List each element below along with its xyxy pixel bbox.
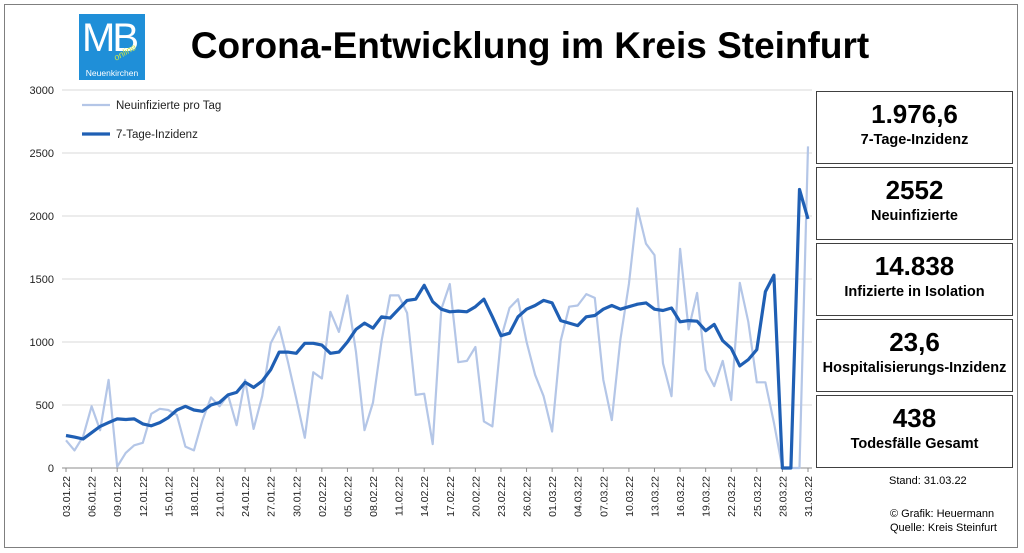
logo-town-text: Neuenkirchen — [85, 68, 139, 78]
stat-value: 2552 — [885, 175, 944, 205]
chart-title: Corona-Entwicklung im Kreis Steinfurt — [190, 25, 870, 66]
x-tick-label: 06.01.22 — [87, 476, 99, 517]
stat-box-new-infections: 2552 Neuinfizierte — [816, 167, 1013, 240]
x-tick-label: 31.03.22 — [803, 476, 815, 517]
y-tick-label: 1500 — [30, 274, 54, 286]
x-tick-label: 08.02.22 — [368, 476, 380, 517]
stat-label: Hospitalisierungs-Inzidenz — [822, 360, 1007, 376]
x-tick-label: 16.03.22 — [675, 476, 687, 517]
x-tick-label: 02.02.22 — [317, 476, 329, 517]
stat-value: 23,6 — [889, 327, 940, 357]
series-line-7day-incidence — [65, 187, 810, 470]
x-tick-label: 24.01.22 — [240, 476, 252, 517]
x-tick-label: 11.02.22 — [394, 476, 406, 516]
stat-label: Neuinfizierte — [870, 208, 958, 224]
x-tick-label: 23.02.22 — [496, 476, 508, 517]
stat-value: 1.976,6 — [871, 99, 958, 129]
x-tick-label: 28.03.22 — [777, 476, 789, 517]
grid — [62, 89, 812, 469]
stat-label: Infizierte in Isolation — [844, 284, 985, 300]
x-tick-label: 17.02.22 — [445, 476, 457, 517]
legend-label-incidence: 7-Tage-Inzidenz — [116, 129, 198, 141]
y-tick-label: 1000 — [30, 337, 54, 349]
x-tick-label: 01.03.22 — [547, 476, 559, 517]
stat-label: Todesfälle Gesamt — [850, 436, 979, 452]
chart-frame — [4, 4, 1018, 548]
x-tick-label: 13.03.22 — [649, 476, 661, 517]
graphic-credit: © Grafik: Heuermann — [890, 508, 995, 520]
x-tick-label: 10.03.22 — [624, 476, 636, 517]
x-tick-label: 21.01.22 — [215, 476, 227, 517]
x-tick-label: 14.02.22 — [419, 476, 431, 517]
legend-label-daily: Neuinfizierte pro Tag — [116, 100, 221, 112]
y-axis: 0 500 1000 1500 2000 2500 3000 — [30, 85, 54, 475]
y-tick-label: 2000 — [30, 211, 54, 223]
stat-box-isolation: 14.838 Infizierte in Isolation — [816, 243, 1013, 316]
x-tick-label: 26.02.22 — [522, 476, 534, 517]
x-tick-label: 22.03.22 — [726, 476, 738, 517]
x-tick-label: 09.01.22 — [112, 476, 124, 517]
stat-box-deaths: 438 Todesfälle Gesamt — [816, 395, 1013, 468]
y-tick-label: 0 — [48, 463, 54, 475]
logo: MB online Neuenkirchen — [79, 14, 145, 80]
stat-box-hospitalisation: 23,6 Hospitalisierungs-Inzidenz — [816, 319, 1013, 392]
x-tick-label: 30.01.22 — [291, 476, 303, 517]
y-tick-label: 500 — [36, 400, 54, 412]
data-source: Quelle: Kreis Steinfurt — [890, 522, 997, 534]
logo-text: MB — [82, 16, 139, 60]
stat-box-incidence: 1.976,6 7-Tage-Inzidenz — [816, 91, 1013, 164]
x-tick-label: 25.03.22 — [752, 476, 764, 517]
series-lines — [65, 146, 810, 470]
x-tick-label: 18.01.22 — [189, 476, 201, 517]
y-tick-label: 3000 — [30, 85, 54, 97]
x-tick-label: 07.03.22 — [598, 476, 610, 517]
y-tick-label: 2500 — [30, 148, 54, 160]
x-tick-label: 12.01.22 — [138, 476, 150, 517]
stat-value: 14.838 — [874, 251, 955, 281]
x-axis: 03.01.22 06.01.22 09.01.22 12.01.22 15.01.22… — [61, 468, 815, 517]
stat-value: 438 — [892, 403, 937, 433]
x-tick-label: 15.01.22 — [163, 476, 175, 517]
x-tick-label: 20.02.22 — [470, 476, 482, 517]
stat-label: 7-Tage-Inzidenz — [860, 132, 969, 148]
x-tick-label: 27.01.22 — [266, 476, 278, 517]
x-tick-label: 05.02.22 — [342, 476, 354, 517]
x-tick-label: 19.03.22 — [701, 476, 713, 517]
series-line-daily-new — [65, 146, 810, 470]
legend: Neuinfizierte pro Tag 7-Tage-Inzidenz — [82, 100, 221, 141]
stand-date: Stand: 31.03.22 — [889, 475, 967, 487]
x-tick-label: 03.01.22 — [61, 476, 73, 517]
x-tick-label: 04.03.22 — [573, 476, 585, 517]
